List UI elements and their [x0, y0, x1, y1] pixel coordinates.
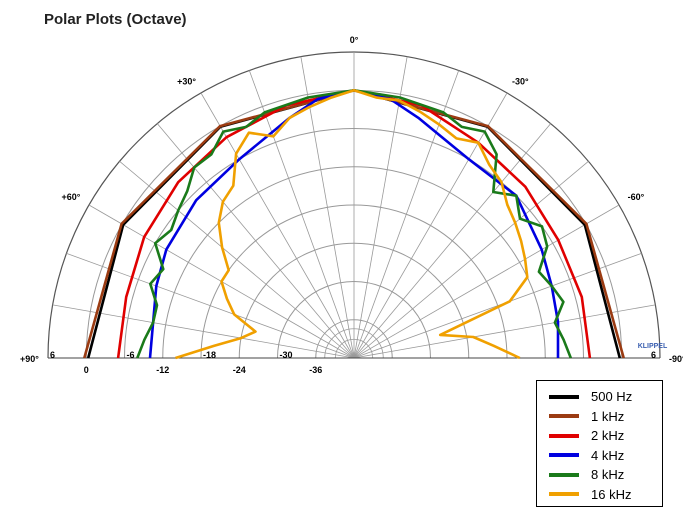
radial-label: 6 [50, 350, 55, 360]
grid-spoke [353, 204, 620, 359]
legend-label: 16 kHz [591, 486, 632, 502]
series-line [175, 89, 529, 360]
grid-spoke [66, 252, 355, 359]
radial-label: -30 [280, 350, 293, 360]
radial-label: -36 [309, 365, 322, 375]
grid-spoke [119, 161, 355, 359]
legend-swatch [549, 414, 579, 419]
grid-spoke [248, 70, 355, 359]
watermark-logo: KLIPPEL [638, 343, 668, 350]
grid-spoke [157, 123, 355, 359]
angle-label: -30° [512, 76, 529, 86]
radial-label: 0 [84, 365, 89, 375]
legend-swatch [549, 453, 579, 458]
legend-label: 8 kHz [591, 467, 625, 483]
grid-spoke [353, 56, 408, 359]
legend-swatch [549, 394, 579, 399]
angle-label: 0° [350, 35, 359, 45]
angle-label: -90° [669, 354, 683, 364]
legend-label: 2 kHz [591, 428, 625, 444]
grid-spoke [52, 304, 355, 359]
radial-label: -24 [233, 365, 246, 375]
legend-item: 500 Hz [537, 387, 662, 407]
grid-spoke [353, 304, 656, 359]
legend-item: 16 kHz [537, 485, 662, 505]
legend-item: 1 kHz [537, 407, 662, 427]
angle-label: +90° [20, 354, 39, 364]
grid-spoke [353, 161, 589, 359]
grid-spoke [353, 123, 551, 359]
legend-label: 4 kHz [591, 447, 625, 463]
chart-title: Polar Plots (Octave) [44, 11, 187, 28]
legend: 500 Hz 1 kHz 2 kHz 4 kHz 8 kHz 16 kHz [536, 380, 663, 507]
legend-label: 500 Hz [591, 389, 633, 405]
legend-swatch [549, 433, 579, 438]
legend-label: 1 kHz [591, 408, 625, 424]
radial-label-right: 6 [651, 350, 656, 360]
legend-item: 8 kHz [537, 465, 662, 485]
legend-swatch [549, 492, 579, 497]
angle-label: -60° [628, 192, 645, 202]
grid-spoke [353, 92, 508, 359]
radial-label: -6 [127, 350, 135, 360]
angle-label: +60° [61, 192, 80, 202]
legend-item: 4 kHz [537, 446, 662, 466]
legend-item: 2 kHz [537, 426, 662, 446]
legend-swatch [549, 472, 579, 477]
radial-label: -12 [156, 365, 169, 375]
angle-label: +30° [177, 76, 196, 86]
radial-label: -18 [203, 350, 216, 360]
